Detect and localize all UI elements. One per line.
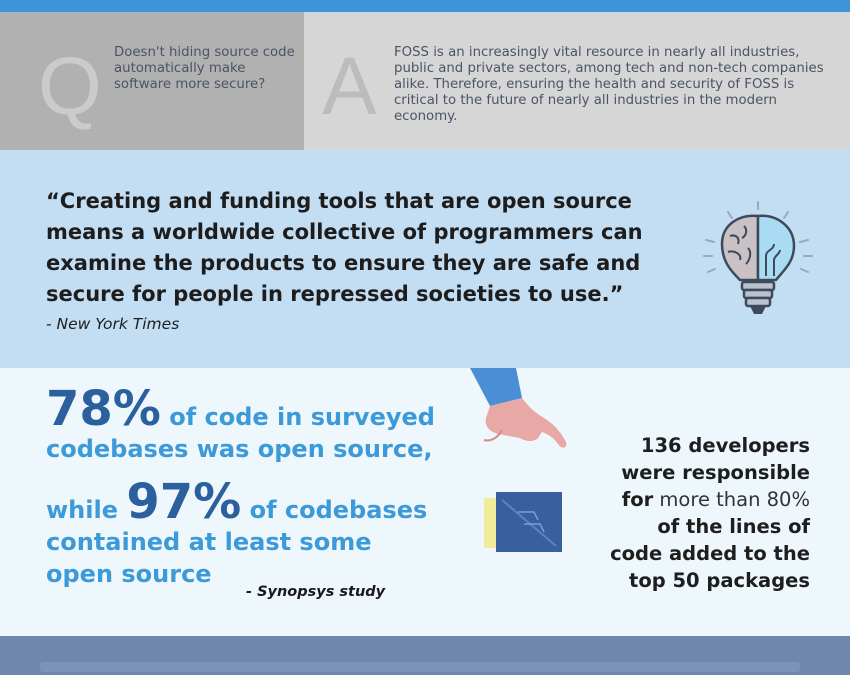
brain-lightbulb-icon (703, 201, 813, 314)
dev-line3: for more than 80% (580, 486, 810, 513)
footer-text-fade (40, 662, 800, 672)
developers-stat: 136 developers were responsible for more… (580, 432, 810, 594)
question-panel: Q Doesn't hiding source code automatical… (0, 12, 304, 150)
stat1-text2: codebases was open source, (46, 435, 433, 463)
dev-line5: code added to the (610, 542, 810, 565)
dev-line6: top 50 packages (629, 569, 810, 592)
stat2-text3: open source (46, 560, 212, 588)
dev-line4: of the lines of (657, 515, 810, 538)
footer-band (0, 636, 850, 675)
q-letter: Q (38, 41, 102, 132)
dev-line2: were responsible (621, 461, 810, 484)
stat2-prefix: while (46, 496, 127, 524)
dev-line3-bold: for (621, 488, 654, 511)
circuit-board-icon (484, 492, 562, 552)
stat1-text1: of code in surveyed (160, 403, 435, 431)
dev-line3-light: more than 80% (653, 488, 810, 511)
quote-text: “Creating and funding tools that are ope… (46, 189, 643, 306)
stat1-line1: 78% of code in surveyed (46, 385, 466, 433)
stat2-line1: while 97% of codebases (46, 478, 466, 526)
hand-icon (470, 368, 567, 448)
stats-section: 78% of code in surveyed codebases was op… (0, 368, 850, 636)
open-source-stats: 78% of code in surveyed codebases was op… (46, 385, 466, 590)
answer-text: FOSS is an increasingly vital resource i… (394, 45, 824, 124)
dev-line1: 136 developers (640, 434, 810, 457)
quote-section: “Creating and funding tools that are ope… (0, 150, 850, 368)
qa-section: Q Doesn't hiding source code automatical… (0, 12, 850, 150)
answer-panel: A FOSS is an increasingly vital resource… (304, 12, 850, 150)
stat2-text1: of codebases (241, 496, 428, 524)
a-letter: A (322, 41, 377, 132)
quote-source: - New York Times (46, 315, 180, 333)
top-accent-bar (0, 0, 850, 12)
study-source: - Synopsys study (246, 584, 386, 600)
question-text: Doesn't hiding source code automatically… (114, 45, 295, 92)
stat1-percent: 78% (46, 381, 161, 437)
stat2-text2: contained at least some (46, 528, 372, 556)
stat2-percent: 97% (126, 474, 242, 530)
